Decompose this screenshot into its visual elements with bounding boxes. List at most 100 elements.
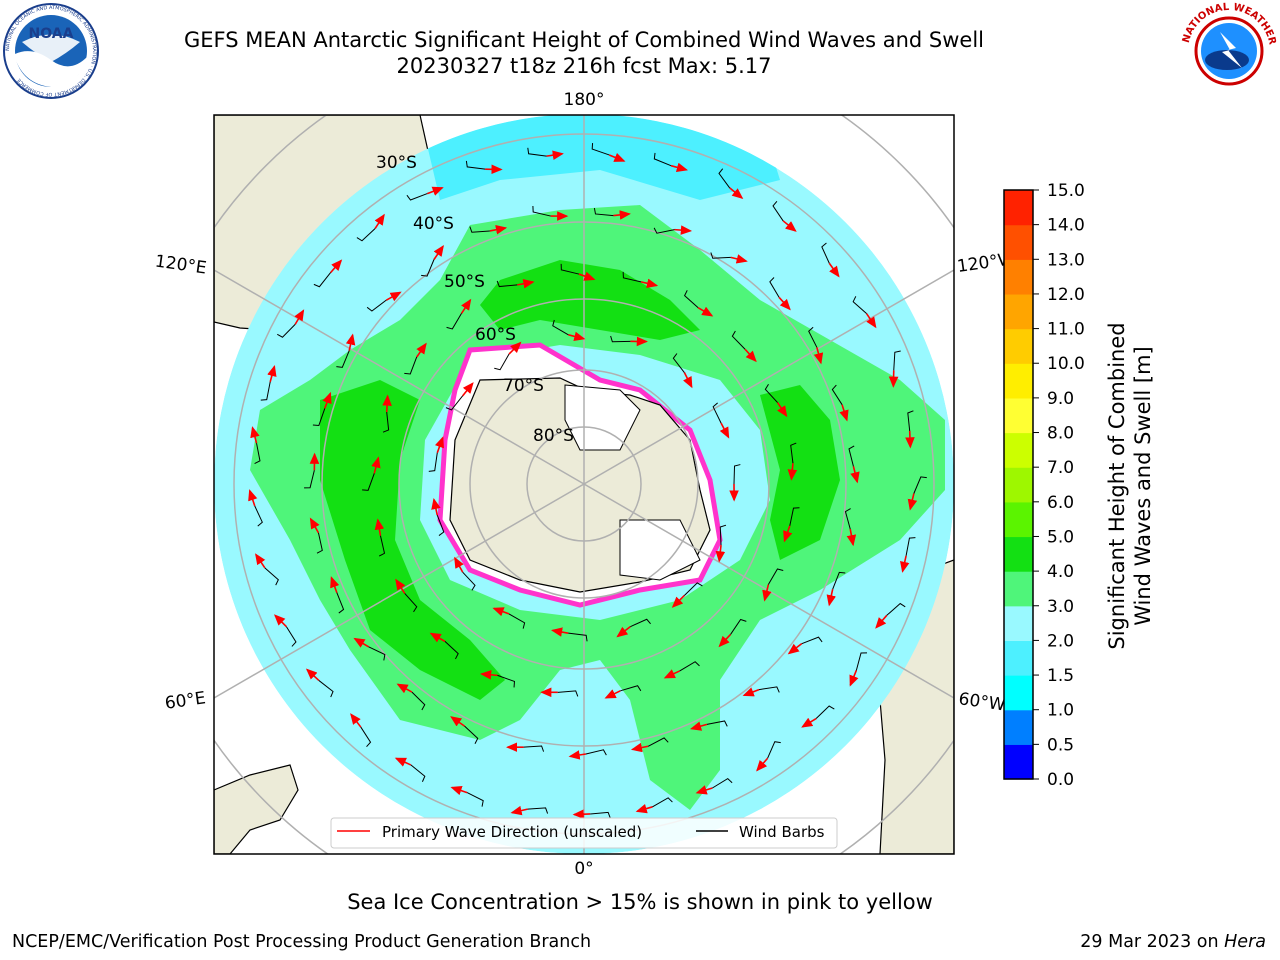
wave-direction-arrow (787, 463, 798, 481)
wind-barb (313, 272, 331, 288)
colorbar-tick-label: 2.0 (1047, 631, 1074, 651)
wind-barb (496, 280, 518, 288)
colorbar-label-line1: Significant Height of Combined (1105, 322, 1129, 649)
lat-label-50s: 50°S (444, 272, 485, 292)
wind-barb (772, 201, 784, 222)
colorbar-swatch (1004, 432, 1033, 468)
wind-barb (260, 381, 271, 401)
wind-barb (494, 353, 510, 371)
wave-direction-arrow (697, 306, 714, 317)
lat-label-40s: 40°S (413, 214, 454, 234)
colorbar-label-line2: Wind Waves and Swell [m] (1131, 346, 1155, 626)
wave-direction-arrow (568, 331, 586, 342)
wave-direction-arrow (875, 614, 888, 629)
lat-label-30s: 30°S (376, 153, 417, 173)
wave-direction-arrow (508, 341, 522, 355)
wind-barb (366, 299, 387, 312)
wave-direction-arrow (826, 588, 837, 607)
wave-direction-arrow (479, 670, 498, 680)
wave-direction-arrow (416, 342, 427, 358)
wind-barb (446, 313, 462, 330)
colorbar-tick-label: 12.0 (1047, 285, 1085, 305)
wind-barb (652, 797, 673, 808)
wave-direction-arrow (907, 493, 918, 511)
wave-direction-arrow (374, 213, 385, 229)
wind-barb (304, 470, 315, 489)
colorbar-tick-label: 4.0 (1047, 562, 1074, 582)
band-2-0-edge-top (420, 115, 780, 200)
wind-barb (712, 402, 722, 424)
band-4-0-ring-north (480, 260, 700, 340)
wave-direction-arrow (695, 785, 713, 795)
wave-direction-arrow (429, 632, 446, 643)
colorbar-swatch (1004, 467, 1033, 503)
colorbar-swatch (1004, 709, 1033, 745)
wave-direction-arrow (568, 750, 587, 760)
wind-barb (336, 592, 345, 614)
wind-barb (684, 582, 703, 596)
wind-barb (508, 613, 526, 629)
wave-direction-arrow (454, 556, 464, 573)
wind-barb (769, 277, 780, 298)
lon-label-180: 180° (564, 90, 605, 110)
lat-label-70s: 70°S (503, 376, 544, 396)
map-frame (213, 114, 955, 855)
wave-direction-arrow (776, 402, 788, 418)
wave-direction-arrow (294, 309, 305, 325)
wave-direction-arrow (371, 456, 381, 474)
wave-direction-arrow (787, 643, 803, 655)
wind-barb (852, 296, 867, 315)
wind-barb (832, 571, 846, 590)
sea-ice-caption: Sea Ice Concentration > 15% is shown in … (347, 890, 933, 914)
colorbar-tick-label: 9.0 (1047, 389, 1074, 409)
wave-direction-arrow (613, 210, 631, 220)
wave-direction-arrow (801, 717, 817, 728)
wave-direction-arrow (778, 296, 791, 311)
wind-barb (710, 252, 731, 259)
wind-barb (404, 593, 418, 613)
colorbar-tick-label: 3.0 (1047, 597, 1074, 617)
wave-direction-arrow (846, 528, 857, 547)
wind-barb (808, 326, 818, 348)
lat-label-80s: 80°S (533, 426, 574, 446)
colorbar-tick-label: 7.0 (1047, 458, 1074, 478)
wind-barb (767, 568, 784, 585)
colorbar-swatch (1004, 259, 1033, 295)
colorbar-tick-label: 6.0 (1047, 493, 1074, 513)
wind-barb (647, 737, 669, 747)
wave-direction-arrow (850, 466, 860, 484)
wave-direction-arrow (900, 555, 910, 573)
wave-direction-arrow (546, 150, 564, 160)
colorbar-swatch (1004, 744, 1033, 780)
wind-barb (378, 535, 386, 557)
wind-barb (907, 410, 914, 431)
wave-direction-arrow (670, 162, 688, 172)
footer-date: 29 Mar 2023 on Hera (1080, 932, 1266, 952)
wave-direction-arrow (374, 518, 385, 536)
wave-direction-arrow (572, 809, 591, 819)
wind-barb (653, 227, 675, 234)
wind-barb (264, 567, 279, 586)
wind-barb (706, 720, 728, 727)
wind-barb (336, 350, 350, 368)
wind-barb (718, 168, 731, 189)
wind-barb (356, 228, 376, 242)
wave-direction-arrow (671, 594, 685, 608)
wave-direction-arrow (715, 544, 726, 563)
lon-label-120e: 120°E (154, 252, 208, 279)
colorbar-tick-label: 1.0 (1047, 701, 1074, 721)
colorbar-tick-label: 11.0 (1047, 320, 1085, 340)
wind-barb (893, 350, 901, 371)
wind-barb (523, 745, 545, 752)
wind-barb (465, 160, 486, 170)
wind-barb (254, 505, 263, 527)
wind-barb (679, 661, 700, 672)
wind-barb (316, 532, 323, 554)
wave-direction-arrow (385, 291, 402, 302)
colorbar-tick-label: 13.0 (1047, 250, 1085, 270)
wave-direction-arrow (839, 404, 849, 422)
wave-direction-arrow (462, 382, 474, 397)
wind-barb (436, 515, 445, 536)
noaa-logo: NOAA NATIONAL OCEANIC AND ATMOSPHERIC AD… (3, 3, 99, 99)
wind-barb (312, 408, 326, 426)
